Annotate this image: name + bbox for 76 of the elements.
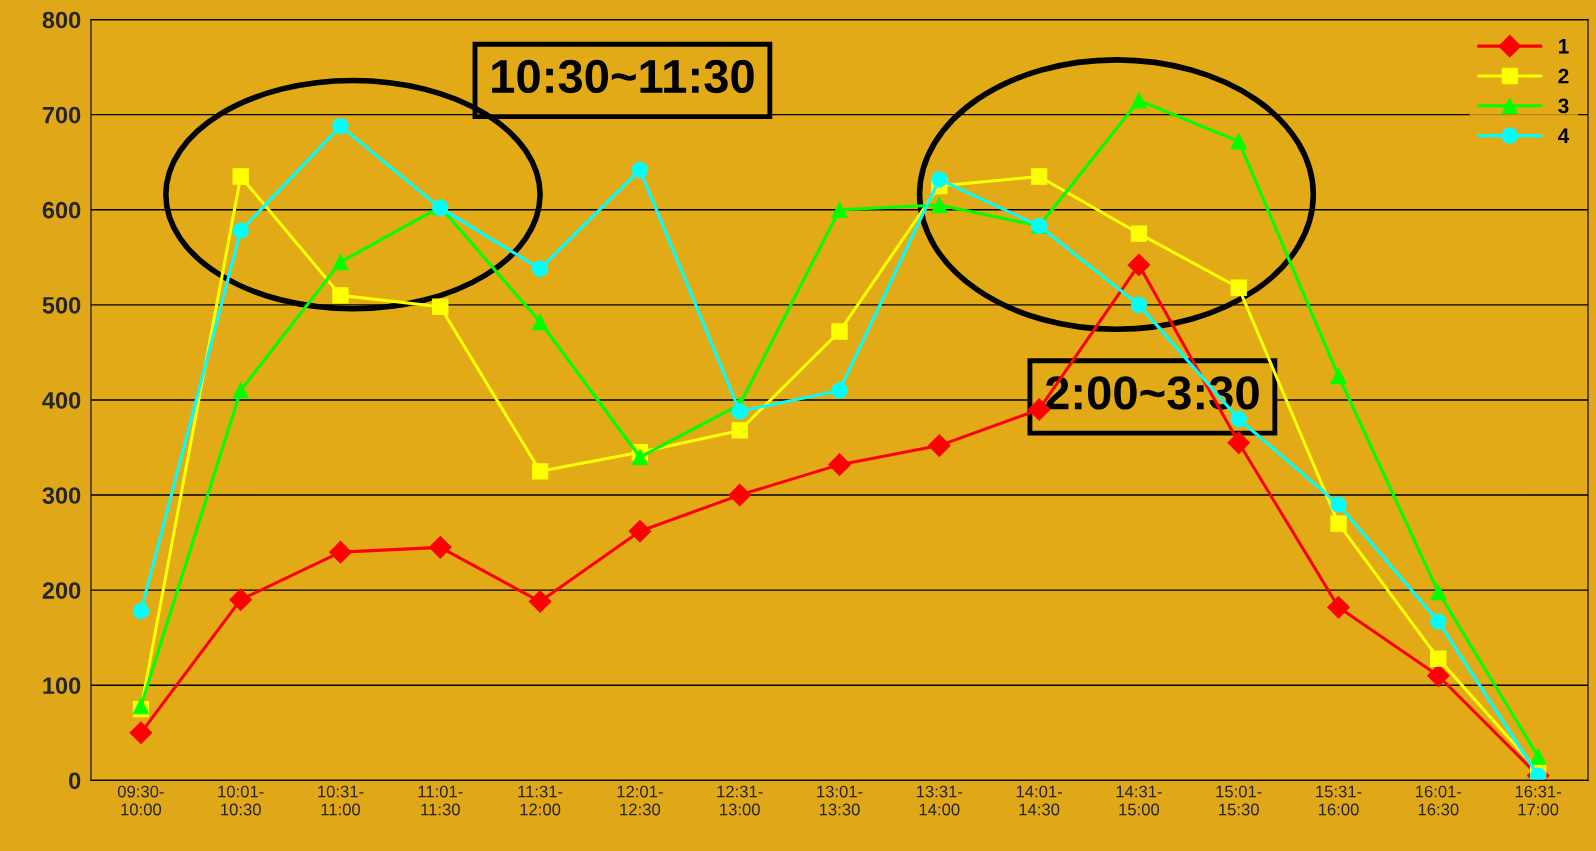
- point: [329, 540, 352, 564]
- point: [1227, 431, 1251, 455]
- point: [229, 588, 252, 611]
- point: [1430, 650, 1447, 667]
- x-tick-label: 10:01- 10:30: [218, 785, 264, 816]
- point: [1330, 515, 1347, 532]
- point: [332, 117, 349, 135]
- y-tick-label: 200: [42, 582, 81, 599]
- x-tick-label: 14:31- 15:00: [1116, 785, 1162, 816]
- x-tick-label: 10:31- 11:00: [318, 785, 364, 816]
- point: [1130, 92, 1148, 109]
- point: [432, 298, 449, 315]
- point: [129, 721, 153, 745]
- x-tick-label: 09:30- 10:00: [117, 785, 164, 816]
- x-tick-label: 11:01- 11:30: [418, 785, 463, 816]
- x-tick-label: 16:31- 17:00: [1515, 785, 1562, 816]
- point: [1130, 296, 1148, 314]
- point: [1127, 253, 1151, 277]
- point: [831, 382, 848, 399]
- point: [731, 422, 748, 439]
- point: [528, 590, 552, 613]
- x-tick-label: 16:01- 16:30: [1415, 785, 1462, 816]
- point: [232, 222, 249, 239]
- y-tick-label: 100: [43, 677, 81, 695]
- y-tick-label: 600: [42, 201, 81, 219]
- point: [631, 161, 649, 178]
- point: [931, 171, 948, 188]
- y-tick-label: 300: [42, 487, 81, 504]
- point: [1130, 225, 1148, 242]
- point: [828, 453, 851, 476]
- point: [531, 260, 549, 277]
- legend-label: 2: [1558, 68, 1569, 84]
- point: [931, 196, 948, 214]
- point: [1430, 583, 1447, 601]
- y-tick-label: 800: [42, 11, 81, 29]
- x-tick-label: 13:01- 13:30: [817, 785, 863, 816]
- point: [628, 519, 652, 543]
- point: [232, 382, 249, 399]
- x-tick-label: 13:31- 14:00: [916, 785, 963, 816]
- point: [1327, 595, 1350, 619]
- annotation: 10:30~11:30: [492, 59, 754, 94]
- point: [232, 168, 249, 185]
- point: [132, 602, 150, 620]
- point: [1430, 613, 1447, 630]
- y-tick-label: 0: [69, 772, 81, 790]
- point: [831, 323, 848, 340]
- legend-label: 4: [1558, 128, 1570, 143]
- point: [1230, 279, 1247, 296]
- x-tick-label: 11:31- 12:00: [518, 785, 563, 816]
- point: [1330, 368, 1347, 385]
- legend-label: 1: [1559, 39, 1569, 54]
- point: [531, 313, 549, 331]
- point: [1330, 496, 1347, 513]
- point: [728, 483, 752, 507]
- point: [731, 403, 748, 420]
- point: [1427, 664, 1450, 688]
- point: [531, 463, 549, 480]
- point: [1529, 748, 1547, 765]
- y-tick-label: 400: [42, 392, 81, 409]
- x-tick-label: 15:31- 16:00: [1316, 785, 1362, 816]
- point: [428, 536, 452, 559]
- y-tick-label: 700: [42, 106, 81, 124]
- x-tick-label: 12:01- 12:30: [617, 785, 663, 816]
- x-tick-label: 14:01- 14:30: [1016, 785, 1062, 816]
- point: [927, 434, 951, 457]
- point: [831, 201, 848, 218]
- point: [332, 287, 349, 304]
- point: [631, 448, 649, 466]
- x-tick-label: 15:01- 15:30: [1216, 785, 1262, 816]
- x-tick-label: 12:31- 13:00: [717, 785, 763, 816]
- y-tick-label: 500: [42, 296, 81, 314]
- point: [1030, 168, 1048, 185]
- legend-label: 3: [1558, 98, 1569, 114]
- point: [1230, 410, 1247, 428]
- point: [332, 253, 349, 271]
- point: [1230, 133, 1247, 150]
